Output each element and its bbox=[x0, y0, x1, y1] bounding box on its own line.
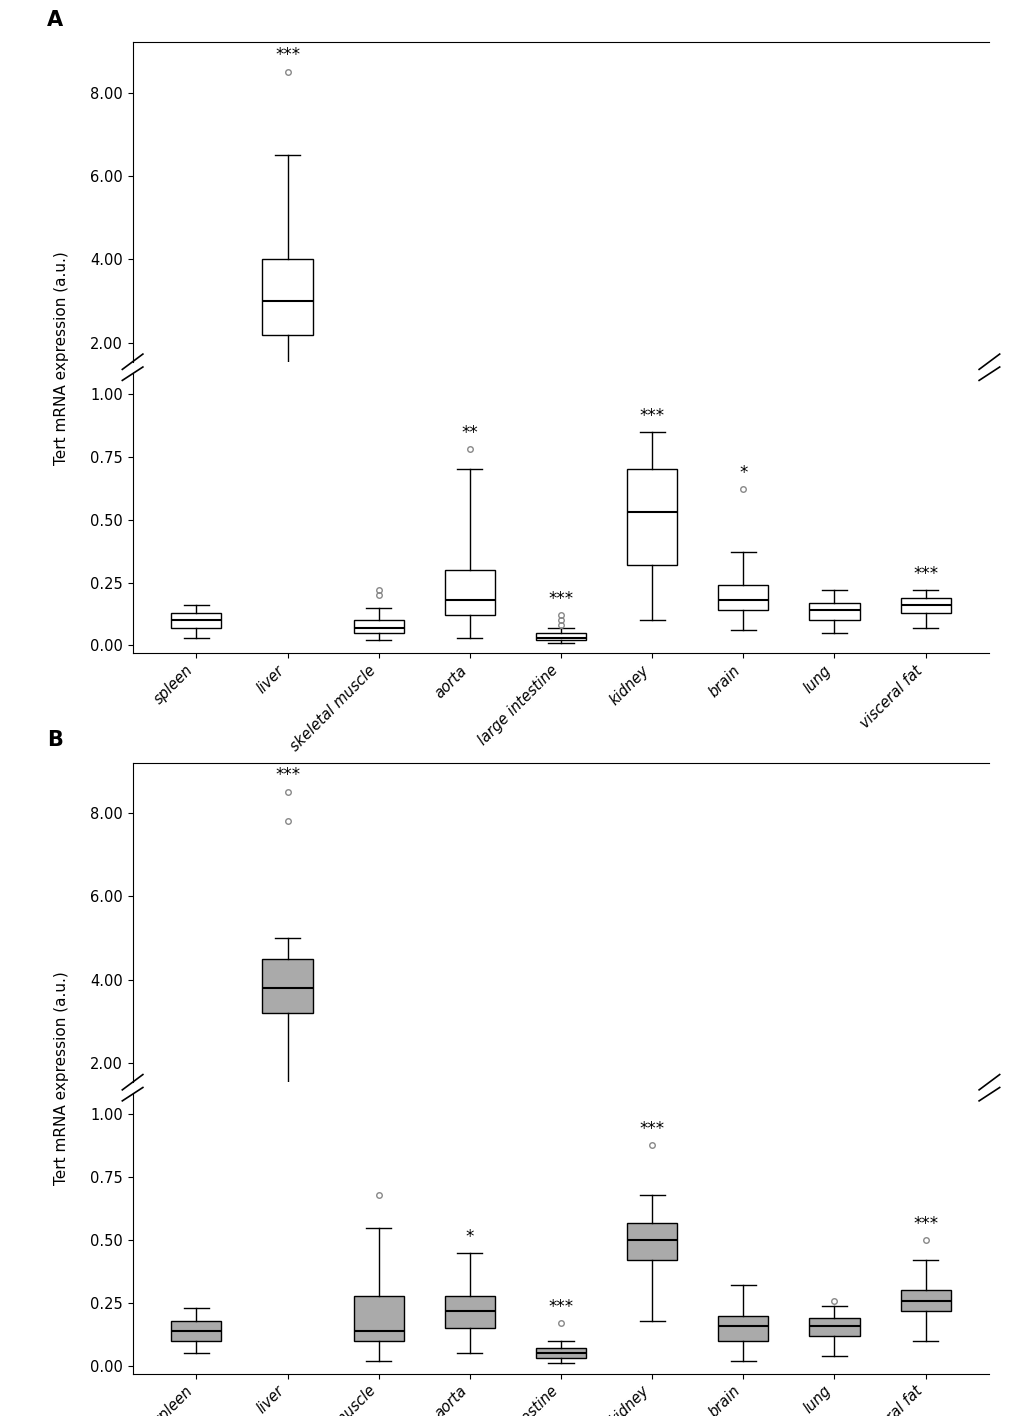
PathPatch shape bbox=[262, 959, 312, 1014]
Text: B: B bbox=[47, 731, 63, 750]
PathPatch shape bbox=[809, 1138, 859, 1141]
PathPatch shape bbox=[444, 1136, 494, 1141]
Text: Tert mRNA expression (a.u.): Tert mRNA expression (a.u.) bbox=[54, 251, 68, 464]
PathPatch shape bbox=[354, 620, 404, 633]
PathPatch shape bbox=[535, 1348, 586, 1358]
Text: ***: *** bbox=[912, 1215, 937, 1233]
Text: **: ** bbox=[461, 425, 478, 442]
Text: ***: *** bbox=[275, 45, 300, 64]
PathPatch shape bbox=[809, 603, 859, 620]
PathPatch shape bbox=[809, 1318, 859, 1335]
PathPatch shape bbox=[444, 413, 494, 422]
PathPatch shape bbox=[900, 1134, 950, 1137]
Text: ***: *** bbox=[639, 406, 664, 425]
PathPatch shape bbox=[262, 0, 312, 92]
Text: Tert mRNA expression (a.u.): Tert mRNA expression (a.u.) bbox=[54, 971, 68, 1185]
PathPatch shape bbox=[262, 234, 312, 561]
PathPatch shape bbox=[171, 613, 221, 627]
PathPatch shape bbox=[627, 1222, 677, 1260]
PathPatch shape bbox=[444, 571, 494, 616]
PathPatch shape bbox=[900, 419, 950, 421]
PathPatch shape bbox=[354, 422, 404, 425]
PathPatch shape bbox=[627, 398, 677, 413]
PathPatch shape bbox=[171, 1140, 221, 1143]
PathPatch shape bbox=[535, 633, 586, 640]
Text: *: * bbox=[466, 1228, 474, 1246]
PathPatch shape bbox=[717, 1138, 767, 1143]
PathPatch shape bbox=[262, 259, 312, 334]
PathPatch shape bbox=[717, 1315, 767, 1341]
PathPatch shape bbox=[900, 1290, 950, 1311]
PathPatch shape bbox=[627, 469, 677, 565]
PathPatch shape bbox=[171, 421, 221, 423]
Text: ***: *** bbox=[639, 1120, 664, 1137]
PathPatch shape bbox=[627, 1123, 677, 1130]
Text: A: A bbox=[47, 10, 63, 30]
PathPatch shape bbox=[900, 598, 950, 613]
PathPatch shape bbox=[354, 1136, 404, 1143]
PathPatch shape bbox=[444, 1296, 494, 1328]
PathPatch shape bbox=[535, 1144, 586, 1146]
Text: ***: *** bbox=[912, 565, 937, 583]
Text: ***: *** bbox=[548, 590, 573, 609]
PathPatch shape bbox=[717, 585, 767, 610]
PathPatch shape bbox=[809, 419, 859, 422]
PathPatch shape bbox=[171, 1321, 221, 1341]
PathPatch shape bbox=[717, 416, 767, 421]
Text: ***: *** bbox=[548, 1298, 573, 1317]
Text: *: * bbox=[739, 464, 747, 483]
Text: ***: *** bbox=[275, 766, 300, 784]
PathPatch shape bbox=[354, 1296, 404, 1341]
